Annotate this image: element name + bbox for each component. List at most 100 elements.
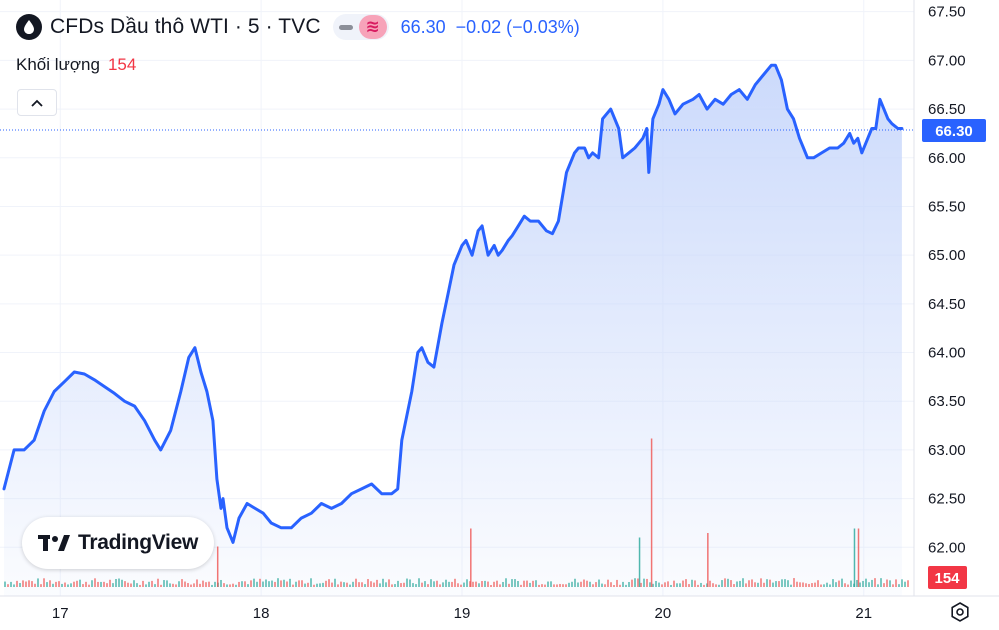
volume-bar <box>661 584 663 587</box>
volume-bar <box>313 584 315 587</box>
volume-bar <box>49 580 51 587</box>
volume-bar <box>862 580 864 587</box>
volume-bar <box>403 582 405 587</box>
volume-legend[interactable]: Khối lượng 154 <box>16 55 136 75</box>
price-area <box>4 65 902 596</box>
volume-bar <box>727 578 729 587</box>
volume-bar <box>196 579 198 587</box>
volume-bar <box>517 581 519 587</box>
tradingview-logo-icon <box>37 535 70 551</box>
volume-bar <box>457 583 459 587</box>
volume-spike <box>857 528 860 587</box>
volume-bar <box>871 579 873 587</box>
volume-bar <box>466 579 468 587</box>
volume-bar <box>742 578 744 587</box>
market-status-pill[interactable]: ≋ <box>332 14 389 40</box>
volume-badge: 154 <box>928 566 967 589</box>
volume-bar <box>745 583 747 587</box>
volume-bar <box>52 583 54 587</box>
volume-bar <box>604 584 606 587</box>
volume-bar <box>259 578 261 587</box>
tradingview-logo[interactable]: TradingView <box>22 517 214 569</box>
volume-bar <box>328 579 330 587</box>
volume-bar <box>607 579 609 587</box>
collapse-legend-button[interactable] <box>17 89 57 116</box>
volume-bar <box>340 581 342 587</box>
volume-bar <box>139 584 141 587</box>
price-axis[interactable]: 67.50 67.00 66.50 66.00 65.50 65.00 64.50 64.00… <box>928 4 966 593</box>
volume-bar <box>769 579 771 587</box>
volume-bar <box>439 584 441 587</box>
volume-bar <box>589 581 591 587</box>
chart-settings-button[interactable] <box>946 598 974 626</box>
volume-bar <box>319 583 321 587</box>
time-axis[interactable]: 17 18 19 20 21 <box>52 605 872 622</box>
volume-bar <box>844 583 846 587</box>
volume-badge-text: 154 <box>934 570 960 587</box>
price-series-line <box>2 63 904 544</box>
volume-bar <box>679 583 681 587</box>
volume-spike <box>216 546 219 587</box>
volume-bar <box>130 583 132 587</box>
volume-bar <box>472 581 474 587</box>
volume-bar <box>421 582 423 587</box>
volume-bar <box>829 584 831 587</box>
volume-value: 154 <box>107 55 137 74</box>
volume-bar <box>865 578 867 587</box>
volume-bar <box>499 584 501 587</box>
volume-bar <box>148 581 150 587</box>
y-tick-label: 66.50 <box>928 101 966 118</box>
volume-bar <box>688 584 690 587</box>
volume-bar <box>91 580 93 587</box>
volume-bar <box>40 584 42 587</box>
volume-bar <box>133 580 135 587</box>
volume-bar <box>802 582 804 587</box>
volume-bar <box>106 583 108 587</box>
volume-bar <box>322 582 324 587</box>
volume-bar <box>241 581 243 587</box>
volume-bar <box>190 584 192 587</box>
volume-bar <box>277 578 279 587</box>
volume-bar <box>859 582 861 587</box>
volume-bar <box>154 584 156 587</box>
volume-bar <box>631 579 633 587</box>
volume-bar <box>667 581 669 587</box>
volume-bar <box>343 582 345 587</box>
volume-bar <box>619 584 621 587</box>
volume-bar <box>643 578 645 587</box>
volume-bar <box>295 581 297 587</box>
volume-bar <box>97 581 99 587</box>
volume-bar <box>385 582 387 587</box>
volume-bar <box>103 581 105 587</box>
chart-legend: CFDs Dầu thô WTI · 5 · TVC ≋ 66.30 −0.02… <box>16 14 580 40</box>
volume-bar <box>550 581 552 587</box>
volume-bar <box>121 579 123 587</box>
volume-bar <box>46 582 48 587</box>
volume-bar <box>898 584 900 587</box>
volume-bar <box>325 580 327 587</box>
volume-bar <box>532 580 534 587</box>
volume-bar <box>484 580 486 587</box>
y-tick-label: 65.50 <box>928 198 966 215</box>
volume-bar <box>163 580 165 587</box>
volume-bar <box>850 580 852 587</box>
volume-bar <box>685 579 687 587</box>
volume-bar <box>493 581 495 587</box>
volume-bar <box>883 583 885 587</box>
price-area-fill <box>4 65 902 596</box>
volume-bar <box>799 582 801 587</box>
volume-bar <box>670 584 672 587</box>
oil-drop-icon[interactable] <box>16 14 42 40</box>
volume-bar <box>268 581 270 587</box>
volume-bar <box>547 581 549 587</box>
volume-bar <box>721 580 723 587</box>
volume-bar <box>88 584 90 587</box>
volume-bar <box>208 581 210 587</box>
volume-bar <box>67 584 69 587</box>
volume-bar <box>811 583 813 587</box>
volume-bar <box>526 580 528 587</box>
volume-bar <box>508 583 510 587</box>
volume-bar <box>286 581 288 587</box>
symbol-title[interactable]: CFDs Dầu thô WTI · 5 · TVC <box>50 15 321 38</box>
volume-bar <box>337 584 339 587</box>
